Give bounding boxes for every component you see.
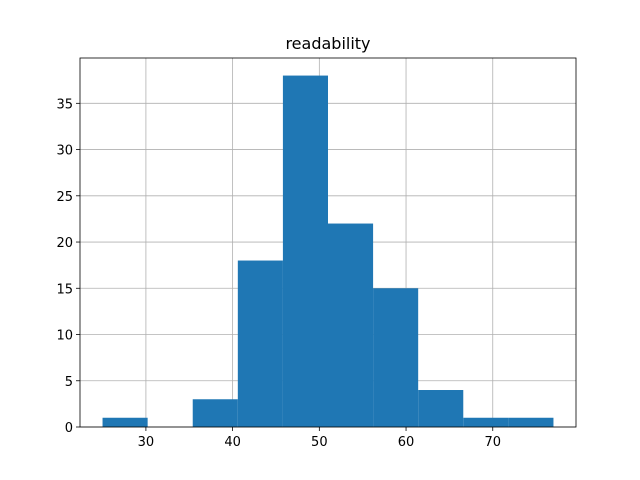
y-tick-label: 25 [56,190,73,205]
y-tick-label: 30 [56,144,73,159]
bar [102,417,148,427]
bar [237,260,283,427]
bar [508,417,554,427]
y-tick-label: 20 [56,236,73,251]
y-tick-label: 15 [56,282,73,297]
y-tick-label: 10 [56,329,73,344]
y-tick-label: 0 [65,421,73,436]
bar [463,417,509,427]
y-tick-label: 5 [65,375,73,390]
bar [282,75,328,428]
y-tick-label: 35 [56,97,73,112]
x-tick-label: 50 [311,435,328,450]
axis-layer: 30 40 50 60 70 0 5 10 15 20 25 30 35 [56,57,577,450]
x-tick-label: 60 [398,435,415,450]
bar [373,288,419,427]
bar-layer [102,75,554,428]
plot-frame [79,57,577,428]
x-tick-label: 40 [224,435,241,450]
chart-title: readability [285,34,370,53]
bar [418,390,464,427]
x-tick-label: 30 [138,435,155,450]
bar [192,399,238,427]
x-tick-label: 70 [484,435,501,450]
bar [328,223,374,427]
